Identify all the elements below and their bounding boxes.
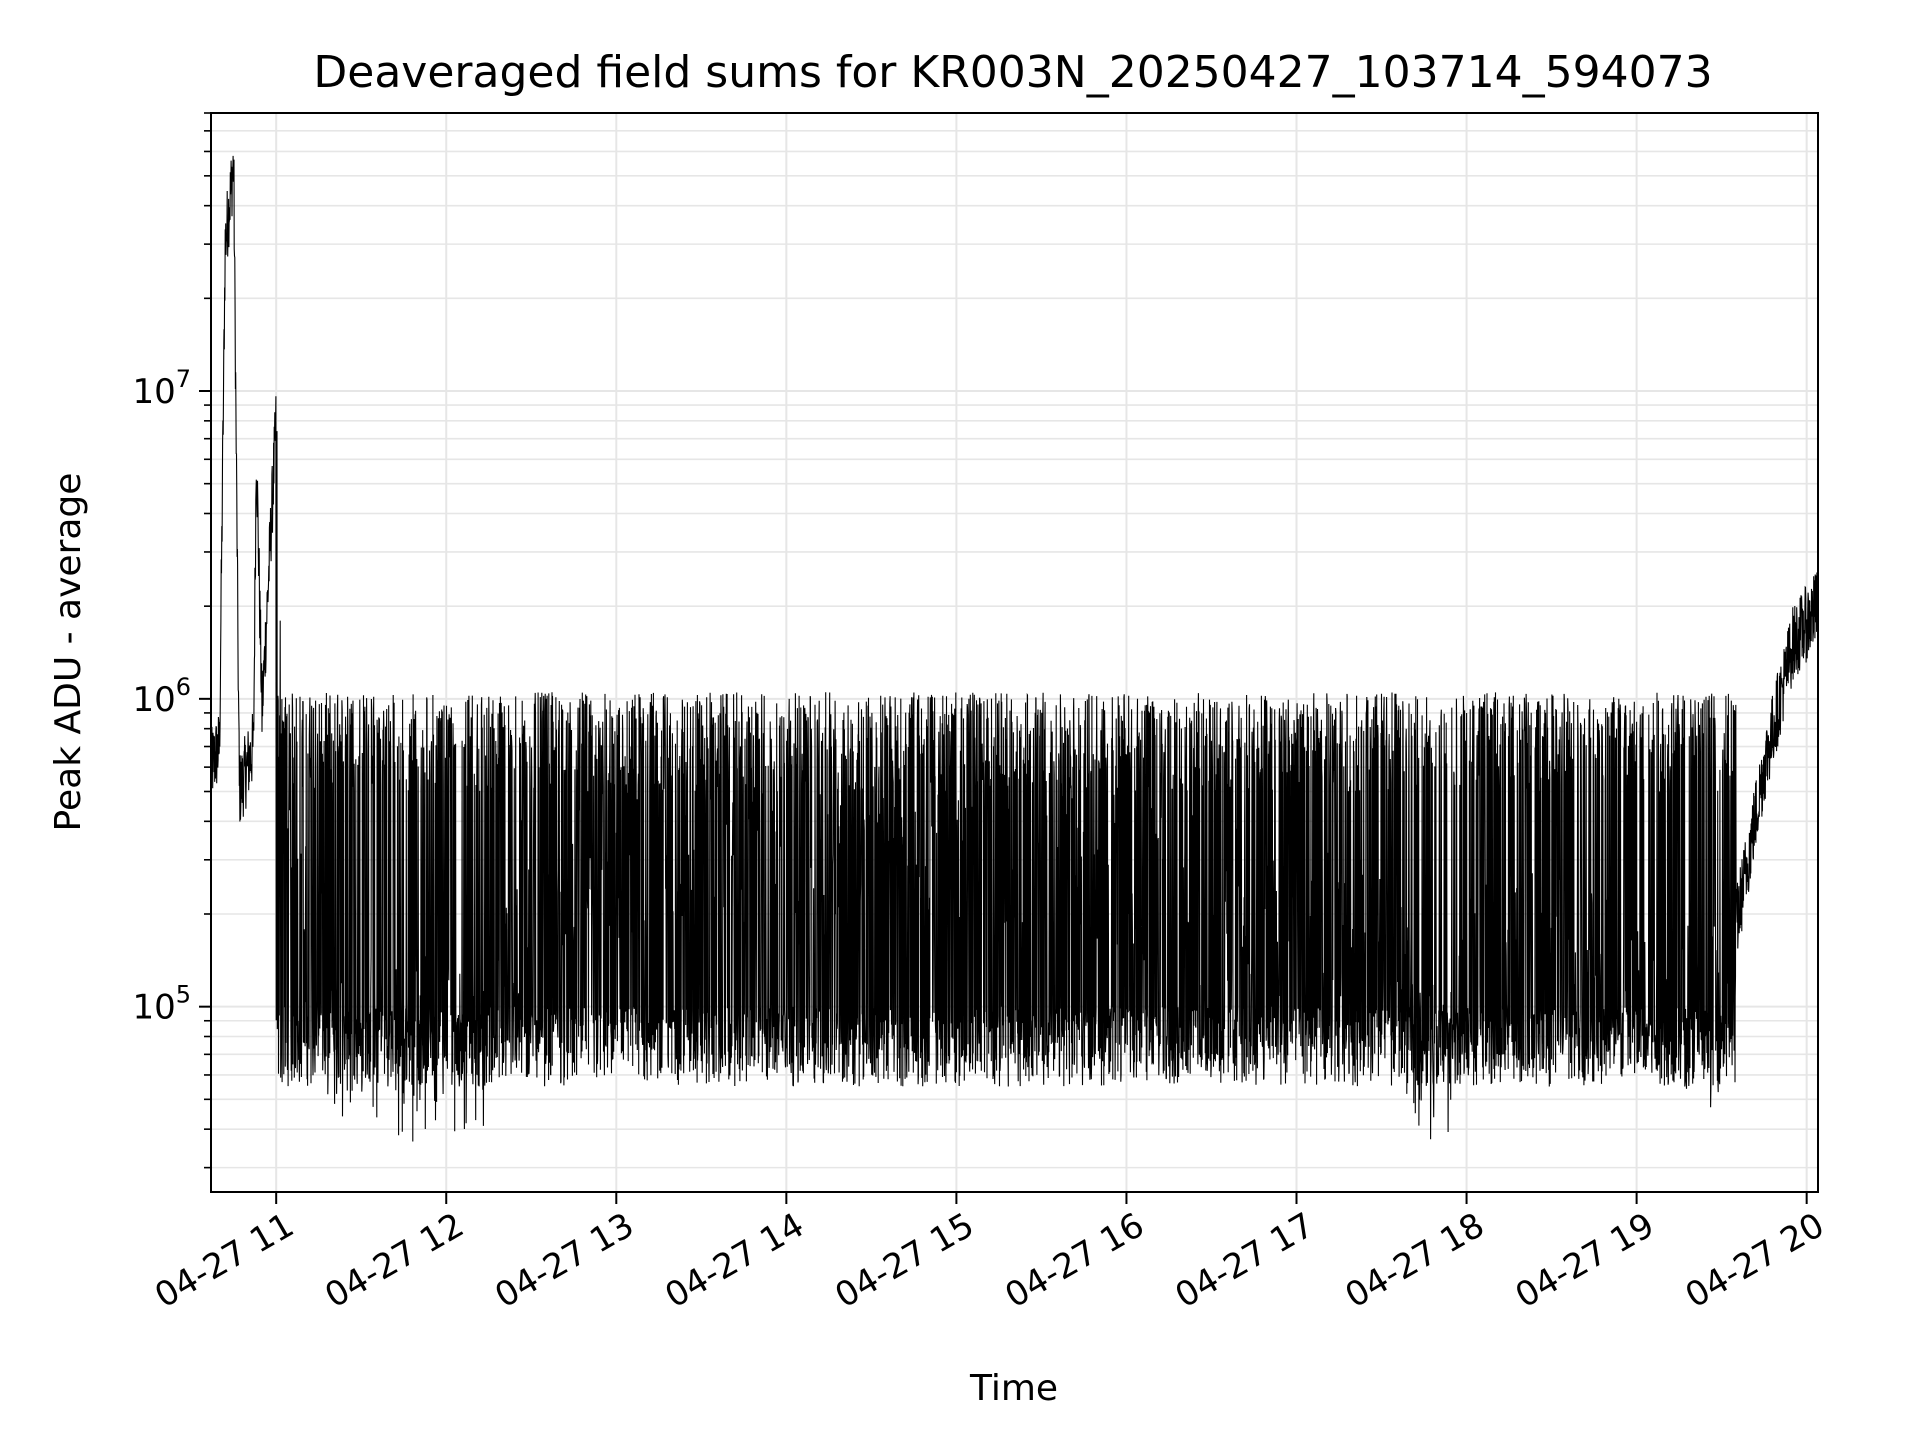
y-tick-label: 107 xyxy=(132,365,191,412)
plot-frame xyxy=(210,112,1819,1193)
y-tick-label: 106 xyxy=(132,673,191,720)
chart-title: Deaveraged field sums for KR003N_2025042… xyxy=(313,47,1712,98)
series-line xyxy=(211,155,1818,1142)
y-axis-label: Peak ADU - average xyxy=(48,473,89,832)
y-tick-label: 105 xyxy=(132,981,191,1028)
y-axis: 105 106 107 xyxy=(132,112,211,1169)
x-axis-label: Time xyxy=(969,1368,1058,1409)
plot-area xyxy=(211,155,1818,1142)
